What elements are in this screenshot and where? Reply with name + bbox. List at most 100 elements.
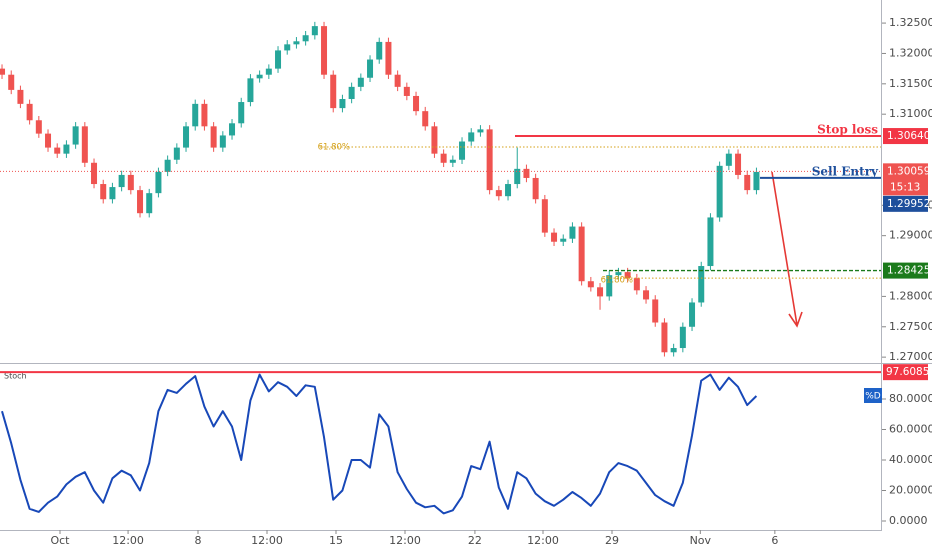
candle-body — [63, 144, 70, 154]
price-label-box — [883, 195, 928, 212]
candle-body — [698, 266, 705, 303]
legend-label: %D — [865, 392, 881, 402]
y-tick-label: 1.29000 — [889, 229, 932, 242]
candle-body — [45, 133, 52, 148]
candle-body — [532, 177, 539, 200]
y-tick-label: 1.27000 — [889, 350, 932, 363]
candle-body — [523, 168, 530, 178]
candle-body — [321, 26, 328, 75]
sell-arrow — [771, 171, 803, 328]
candle-body — [155, 171, 162, 194]
candle-body — [597, 287, 604, 297]
candle-body — [744, 174, 751, 191]
candle-body — [633, 278, 640, 291]
candle-body — [293, 41, 300, 45]
candle-body — [486, 129, 493, 191]
candle-body — [652, 299, 659, 323]
x-tick-label: Oct — [50, 534, 70, 547]
candle-body — [606, 275, 613, 297]
candle-body — [247, 78, 254, 103]
candle-body — [238, 102, 245, 124]
candle-body — [413, 95, 420, 112]
candle-body — [578, 226, 585, 282]
candle-body — [109, 187, 116, 200]
y-tick-label: 1.32500 — [889, 16, 932, 29]
candle-body — [551, 232, 558, 242]
price-label: 1.30640 — [887, 130, 930, 142]
price-label-box — [883, 128, 928, 145]
level-label: Sell Entry — [812, 164, 879, 178]
candle-body — [164, 159, 171, 172]
level-label: Stop loss — [817, 123, 878, 137]
price-label: 1.30059 — [887, 165, 930, 177]
x-tick-label: Nov — [690, 534, 712, 547]
plot — [0, 21, 760, 357]
price-label-box — [883, 364, 928, 381]
y-tick-label: 80.0000 — [889, 392, 932, 405]
candle-body — [569, 226, 576, 239]
x-tick-label: 29 — [605, 534, 619, 547]
candle-body — [8, 74, 15, 90]
x-tick-label: 6 — [771, 534, 778, 547]
y-tick-label: 40.0000 — [889, 453, 932, 466]
candle-body — [587, 281, 594, 288]
candle-body — [72, 126, 79, 145]
candle-body — [275, 50, 282, 69]
candle-body — [707, 217, 714, 267]
y-tick-label: 1.32000 — [889, 46, 932, 59]
candle-body — [495, 190, 502, 197]
candle-body — [311, 26, 318, 36]
candle-body — [477, 129, 484, 133]
candle-body — [624, 272, 631, 279]
candle-body — [348, 86, 355, 100]
candle-body — [422, 111, 429, 127]
candle-body — [514, 168, 521, 185]
candle-body — [54, 147, 61, 154]
candle-body — [137, 190, 144, 214]
stoch-line — [1, 373, 758, 515]
price-label-box — [883, 262, 928, 279]
candle-body — [229, 123, 236, 136]
y-tick-label: 1.31500 — [889, 77, 932, 90]
y-tick-label: 1.31000 — [889, 107, 932, 120]
price-label-box — [883, 163, 928, 196]
x-tick-label: 12:00 — [389, 534, 421, 547]
candle-body — [256, 74, 263, 79]
candle-body — [376, 41, 383, 60]
candle-body — [431, 126, 438, 154]
candle-body — [100, 184, 107, 200]
candle-body — [91, 162, 98, 185]
candle-body — [385, 41, 392, 75]
candle-body — [330, 74, 337, 109]
candle-body — [643, 290, 650, 300]
candle-body — [173, 147, 180, 160]
candle-body — [468, 132, 475, 142]
candle-body — [725, 153, 732, 166]
y-tick-label: 0.0000 — [889, 514, 928, 527]
candle-body — [661, 322, 668, 353]
candle-body — [560, 238, 567, 242]
x-tick-label: 12:00 — [527, 534, 559, 547]
candle-body — [0, 68, 6, 75]
x-tick-label: 12:00 — [251, 534, 283, 547]
price-label: 1.28425 — [887, 265, 930, 277]
candle-body — [753, 171, 760, 191]
candle-body — [302, 35, 309, 42]
x-tick-label: 8 — [194, 534, 201, 547]
candle-body — [735, 153, 742, 175]
candle-body — [440, 153, 447, 163]
candle-body — [459, 141, 466, 160]
candle-body — [716, 165, 723, 218]
candle-body — [403, 86, 410, 96]
fib-label: 61.80% — [601, 276, 633, 286]
candle-body — [541, 199, 548, 233]
y-tick-label: 1.27500 — [889, 320, 932, 333]
candle-body — [357, 77, 364, 87]
x-tick-label: 22 — [468, 534, 482, 547]
countdown: 15:13 — [890, 181, 920, 193]
candle-body — [146, 193, 153, 214]
candle-body — [210, 126, 217, 148]
candle-body — [265, 68, 272, 75]
